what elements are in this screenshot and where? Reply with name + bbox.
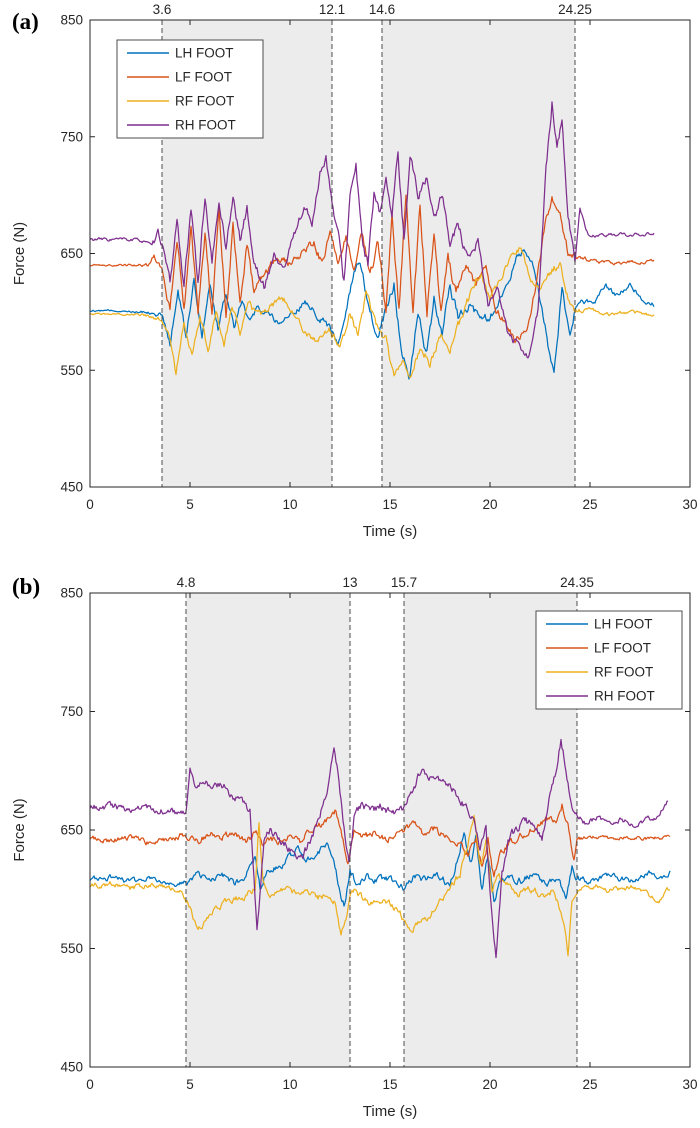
y-tick-label: 650 — [60, 823, 83, 838]
panel-label-b: (b) — [12, 574, 41, 599]
y-tick-label: 450 — [60, 1060, 83, 1075]
legend: LH FOOT LF FOOT RF FOOT RH FOOT — [535, 610, 683, 710]
x-tick-label: 25 — [582, 1077, 597, 1092]
x-tick-label: 20 — [482, 497, 497, 512]
x-tick-label: 15 — [382, 1077, 397, 1092]
chart-b-canvas: 4.8 13 15.7 24.35 0 5 10 15 20 25 30 450 550 650 750 85… — [11, 575, 698, 1120]
shaded-span — [382, 20, 575, 487]
x-tick-label: 15 — [382, 497, 397, 512]
x-tick-label: 30 — [682, 497, 697, 512]
x-tick-label: 30 — [682, 1077, 697, 1092]
event-label: 3.6 — [153, 2, 172, 17]
y-tick-label: 750 — [60, 704, 83, 719]
panel-label-a: (a) — [12, 9, 39, 34]
series-rf-foot — [89, 814, 671, 957]
y-tick-label: 650 — [60, 246, 83, 261]
y-tick-label: 550 — [60, 941, 83, 956]
chart-a-canvas: 3.6 12.1 14.6 24.25 0 5 10 15 20 25 30 450 550 650 750… — [11, 2, 698, 540]
legend-item-label: RH FOOT — [594, 689, 655, 704]
shaded-span — [186, 593, 350, 1067]
event-label: 15.7 — [391, 575, 417, 590]
x-tick-label: 0 — [86, 1077, 94, 1092]
subplot-a: 3.6 12.1 14.6 24.25 0 5 10 15 20 25 30 450 550 650 750… — [0, 0, 700, 563]
legend-item-label: RF FOOT — [175, 94, 234, 109]
legend-item-label: RF FOOT — [594, 665, 653, 680]
series-rf-foot — [89, 247, 655, 379]
event-label: 24.35 — [560, 575, 594, 590]
series-lf-foot — [90, 194, 655, 344]
y-tick-label: 450 — [60, 480, 83, 495]
y-tick-label: 850 — [60, 13, 83, 28]
legend-item-label: LH FOOT — [175, 46, 234, 61]
legend-item-label: LF FOOT — [594, 641, 651, 656]
event-label: 4.8 — [177, 575, 196, 590]
series-rh-foot — [89, 738, 669, 959]
legend-item-label: LF FOOT — [175, 70, 232, 85]
x-tick-label: 5 — [186, 1077, 194, 1092]
x-tick-label: 10 — [282, 1077, 297, 1092]
x-tick-label: 25 — [582, 497, 597, 512]
event-label: 13 — [342, 575, 357, 590]
series-lf-foot — [89, 803, 671, 878]
legend-box — [116, 39, 264, 139]
x-tick-label: 0 — [86, 497, 94, 512]
y-axis-label: Force (N) — [11, 798, 28, 861]
event-label: 12.1 — [319, 2, 345, 17]
x-axis-label: Time (s) — [363, 523, 417, 540]
event-label: 14.6 — [369, 2, 395, 17]
series-lh-foot — [89, 832, 671, 907]
x-tick-label: 5 — [186, 497, 194, 512]
legend-box — [535, 610, 683, 710]
y-tick-label: 550 — [60, 363, 83, 378]
y-tick-label: 750 — [60, 129, 83, 144]
legend-item-label: RH FOOT — [175, 118, 236, 133]
y-axis-label: Force (N) — [11, 222, 28, 285]
x-axis-label: Time (s) — [363, 1103, 417, 1120]
legend: LH FOOT LF FOOT RF FOOT RH FOOT — [116, 39, 264, 139]
subplot-b: 4.8 13 15.7 24.35 0 5 10 15 20 25 30 450 550 650 750 85… — [0, 563, 700, 1128]
x-tick-label: 10 — [282, 497, 297, 512]
x-tick-label: 20 — [482, 1077, 497, 1092]
event-label: 24.25 — [558, 2, 592, 17]
legend-item-label: LH FOOT — [594, 617, 653, 632]
y-tick-label: 850 — [60, 586, 83, 601]
series-rh-foot — [89, 101, 655, 359]
